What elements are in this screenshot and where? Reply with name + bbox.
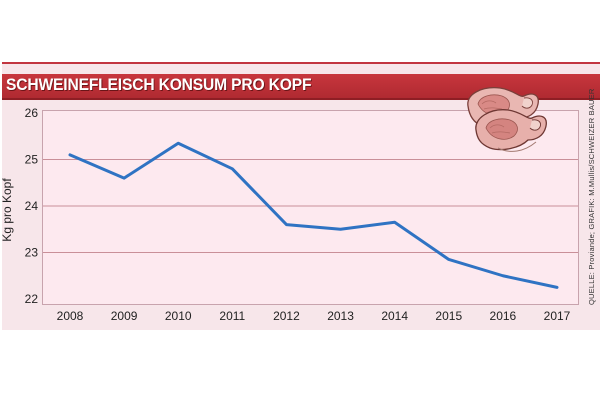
x-tick-label: 2013: [327, 309, 354, 323]
x-tick-label: 2015: [435, 309, 462, 323]
x-tick-label: 2008: [57, 309, 84, 323]
y-axis-title: Kg pro Kopf: [0, 178, 14, 242]
x-tick-label: 2010: [165, 309, 192, 323]
x-tick-label: 2009: [111, 309, 138, 323]
x-axis-ticks: 2008 2009 2010 2011 2012 2013 2014 2015 2016 2017: [57, 309, 571, 323]
y-tick-label: 22: [25, 292, 39, 306]
source-credit: QUELLE: Proviande; GRAFIK: M.Mullis/SCHW…: [587, 88, 596, 305]
series-group: [68, 141, 559, 289]
x-tick-label: 2012: [273, 309, 300, 323]
y-tick-label: 26: [25, 106, 39, 120]
pork-chops-icon: [467, 87, 547, 152]
y-axis-ticks: 22 23 24 25 26: [25, 106, 39, 306]
x-tick-label: 2014: [381, 309, 408, 323]
chart-title: SCHWEINEFLEISCH KONSUM PRO KOPF: [6, 75, 312, 94]
x-tick-label: 2017: [544, 309, 571, 323]
series-line: [68, 141, 559, 289]
y-tick-label: 23: [25, 246, 39, 260]
x-tick-label: 2011: [219, 309, 245, 323]
y-tick-label: 24: [25, 199, 39, 213]
gridlines: [43, 159, 578, 253]
y-tick-label: 25: [25, 153, 39, 167]
x-tick-label: 2016: [490, 309, 517, 323]
